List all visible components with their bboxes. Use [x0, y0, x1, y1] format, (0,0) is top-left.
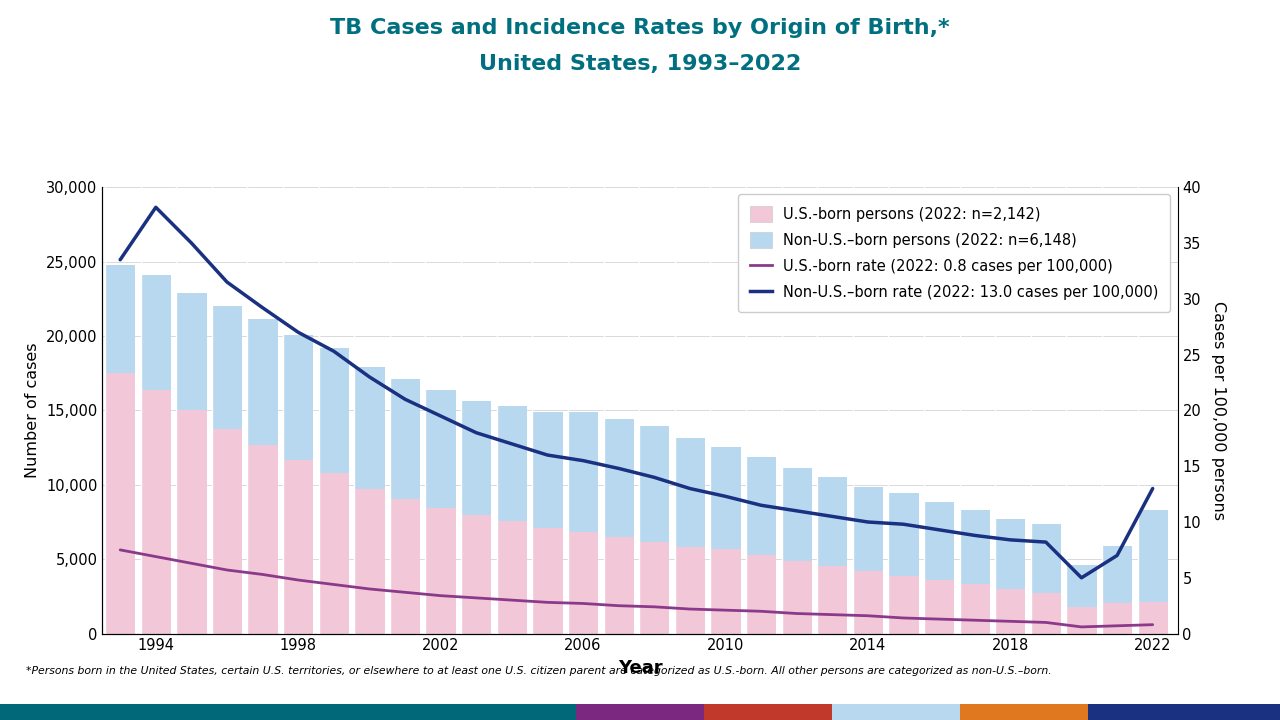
X-axis label: Year: Year — [618, 659, 662, 677]
Bar — [710, 549, 741, 634]
Y-axis label: Number of cases: Number of cases — [26, 343, 41, 478]
Bar — [319, 473, 349, 634]
Bar — [283, 336, 314, 460]
Bar — [675, 438, 705, 547]
Bar — [212, 305, 242, 429]
Bar — [1030, 524, 1061, 593]
Bar — [995, 589, 1025, 634]
Bar — [105, 265, 136, 373]
Bar — [461, 401, 492, 516]
Bar — [852, 487, 883, 571]
Bar — [603, 419, 634, 537]
Bar — [141, 274, 172, 390]
Bar — [1138, 602, 1167, 634]
Bar — [603, 537, 634, 634]
Bar — [746, 555, 776, 634]
Bar — [105, 373, 136, 634]
Bar — [924, 580, 954, 634]
Bar — [639, 426, 669, 541]
Bar — [497, 521, 527, 634]
Bar — [177, 293, 206, 410]
Bar — [817, 477, 847, 566]
Bar — [817, 566, 847, 634]
Bar — [461, 516, 492, 634]
Bar — [355, 367, 384, 490]
Y-axis label: Cases per 100,000 persons: Cases per 100,000 persons — [1211, 301, 1226, 520]
Bar — [568, 413, 598, 531]
Bar — [888, 493, 919, 575]
Bar — [177, 410, 206, 634]
Bar — [782, 468, 812, 561]
Text: *Persons born in the United States, certain U.S. territories, or elsewhere to at: *Persons born in the United States, cert… — [26, 666, 1051, 676]
Bar — [425, 508, 456, 634]
Bar — [497, 406, 527, 521]
Bar — [532, 413, 563, 528]
Text: United States, 1993–2022: United States, 1993–2022 — [479, 54, 801, 74]
Legend: U.S.-born persons (2022: n=2,142), Non-U.S.–born persons (2022: n=6,148), U.S.-b: U.S.-born persons (2022: n=2,142), Non-U… — [739, 194, 1170, 312]
Bar — [212, 429, 242, 634]
Bar — [888, 575, 919, 634]
Bar — [141, 390, 172, 634]
Bar — [995, 518, 1025, 589]
Bar — [924, 503, 954, 580]
Bar — [568, 531, 598, 634]
Bar — [355, 490, 384, 634]
Bar — [710, 446, 741, 549]
Bar — [1102, 546, 1133, 603]
Bar — [1066, 565, 1097, 607]
Bar — [390, 499, 420, 634]
Bar — [1138, 510, 1167, 602]
Bar — [960, 584, 989, 634]
Bar — [639, 541, 669, 634]
Bar — [852, 571, 883, 634]
Bar — [675, 547, 705, 634]
Bar — [247, 319, 278, 445]
Bar — [425, 390, 456, 508]
Bar — [1066, 607, 1097, 634]
Bar — [1030, 593, 1061, 634]
Bar — [247, 445, 278, 634]
Bar — [532, 528, 563, 634]
Bar — [960, 510, 989, 584]
Bar — [319, 348, 349, 473]
Text: TB Cases and Incidence Rates by Origin of Birth,*: TB Cases and Incidence Rates by Origin o… — [330, 18, 950, 38]
Bar — [390, 379, 420, 499]
Bar — [782, 561, 812, 634]
Bar — [746, 457, 776, 555]
Bar — [283, 460, 314, 634]
Bar — [1102, 603, 1133, 634]
